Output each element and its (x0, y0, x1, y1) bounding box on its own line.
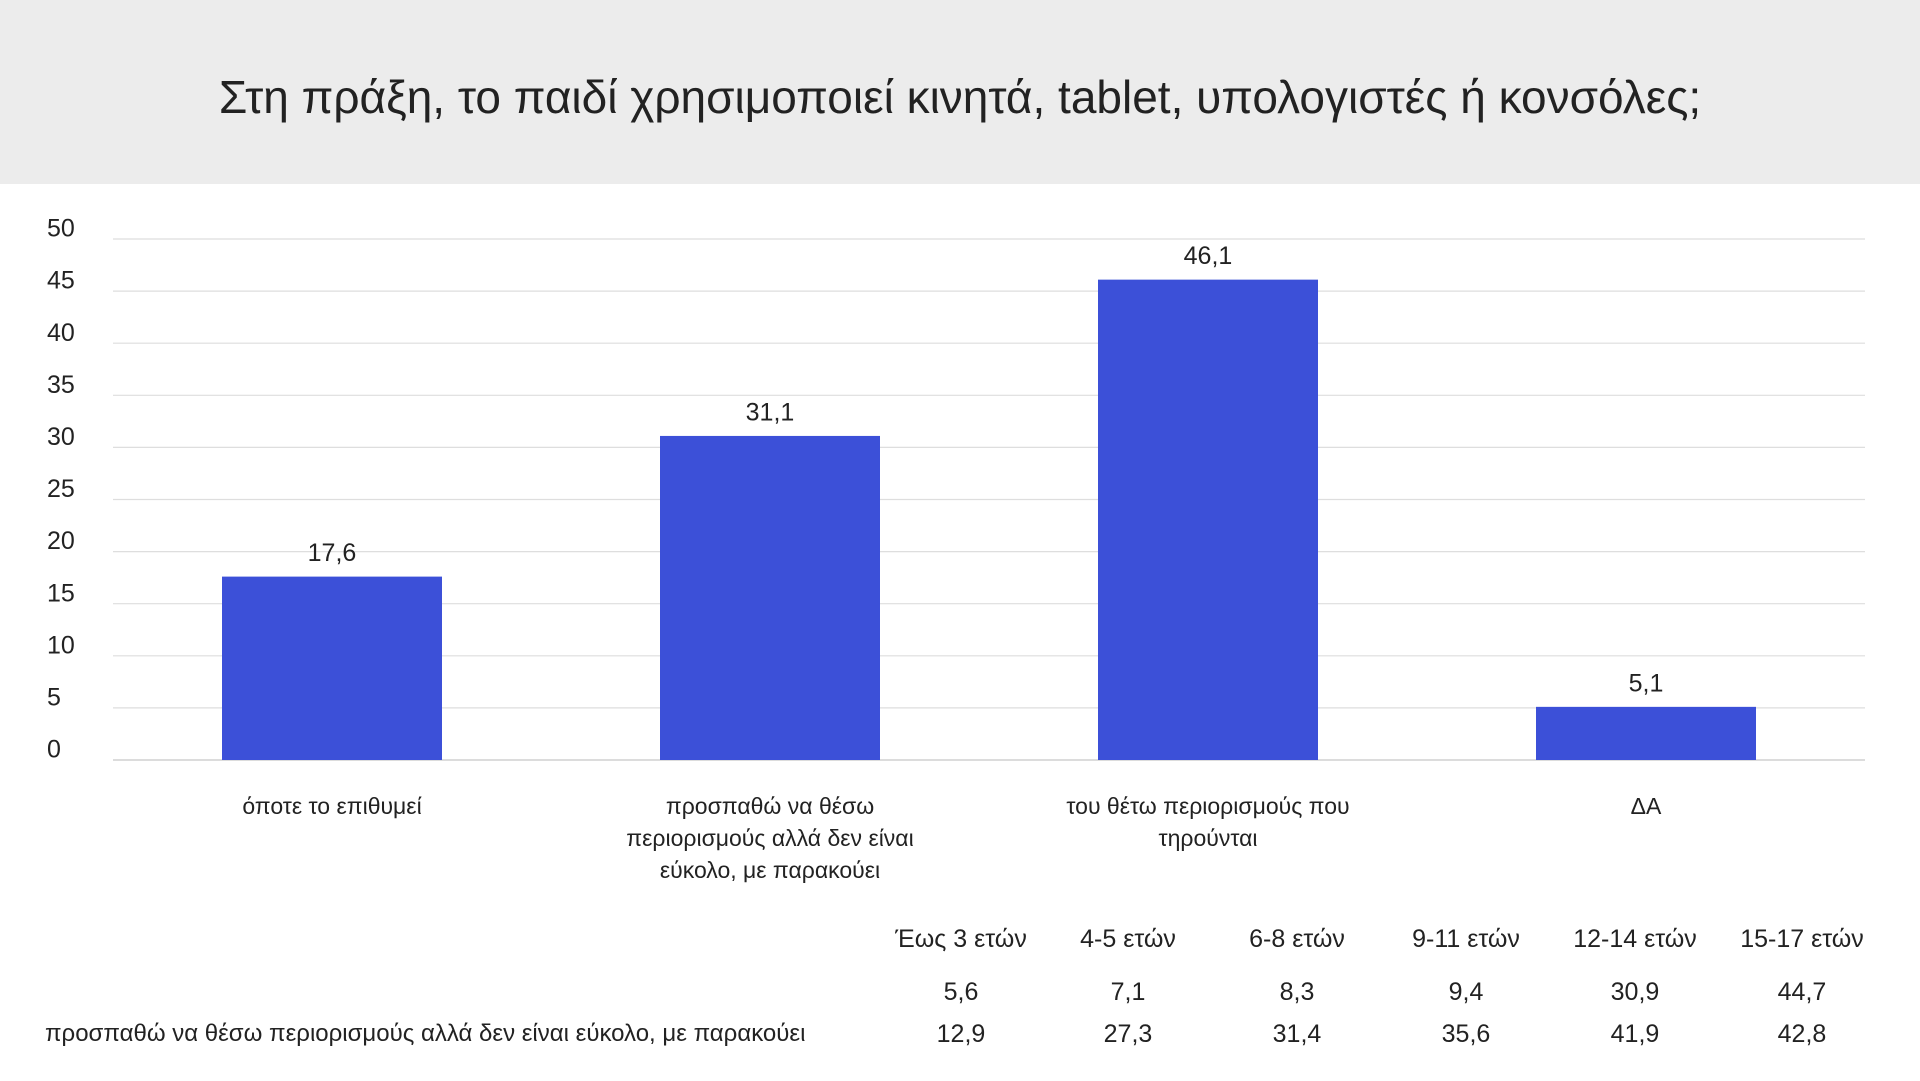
bar (222, 576, 442, 760)
y-tick-label: 0 (47, 736, 61, 764)
data-label: 5,1 (1629, 669, 1664, 697)
row-label: προσπαθώ να θέσω περιορισμούς αλλά δεν ε… (45, 1020, 806, 1047)
bar (1098, 279, 1318, 760)
data-label: 17,6 (308, 539, 357, 567)
table-header: 6-8 ετών (1249, 925, 1345, 953)
bar (660, 435, 880, 760)
x-tick-label: προσπαθώ να θέσω περιορισμούς αλλά δεν ε… (626, 793, 914, 883)
table-cell: 42,8 (1777, 1020, 1827, 1048)
y-tick-label: 5 (47, 684, 61, 712)
y-tick-label: 40 (47, 319, 75, 347)
y-tick-label: 45 (47, 267, 75, 295)
y-tick-label: 30 (47, 423, 75, 451)
table-cell: 31,4 (1272, 1020, 1322, 1048)
bar (1536, 706, 1756, 760)
y-tick-label: 35 (47, 371, 75, 399)
table-header: 4-5 ετών (1080, 925, 1176, 953)
table-cell: 30,9 (1610, 978, 1660, 1006)
table-header: 9-11 ετών (1412, 925, 1520, 953)
table-cell: 7,1 (1110, 978, 1146, 1006)
table-cell: 35,6 (1441, 1020, 1491, 1048)
y-tick-label: 25 (47, 475, 75, 503)
data-label: 31,1 (746, 399, 795, 427)
table-header: 12-14 ετών (1573, 925, 1697, 953)
y-tick-label: 15 (47, 579, 75, 607)
x-tick-label: ΔΑ (1630, 793, 1662, 819)
table-cell: 12,9 (936, 1020, 986, 1048)
table-header: Έως 3 ετών (895, 925, 1027, 953)
y-tick-label: 50 (47, 215, 75, 243)
chart-title: Στη πράξη, το παιδί χρησιμοποιεί κινητά,… (218, 71, 1702, 123)
table-cell: 8,3 (1279, 978, 1315, 1006)
data-label: 46,1 (1184, 242, 1233, 270)
y-tick-label: 20 (47, 527, 75, 555)
y-tick-label: 10 (47, 631, 75, 659)
table-cell: 44,7 (1777, 978, 1827, 1006)
table-cell: 27,3 (1103, 1020, 1153, 1048)
x-tick-label: του θέτω περιορισμούς που τηρούνται (1066, 793, 1350, 851)
table-cell: 5,6 (943, 978, 979, 1006)
x-tick-label: όποτε το επιθυμεί (242, 793, 422, 819)
table-cell: 9,4 (1448, 978, 1484, 1006)
header: Στη πράξη, το παιδί χρησιμοποιεί κινητά,… (0, 0, 1920, 184)
table-cell: 41,9 (1610, 1020, 1660, 1048)
table-header: 15-17 ετών (1740, 925, 1864, 953)
